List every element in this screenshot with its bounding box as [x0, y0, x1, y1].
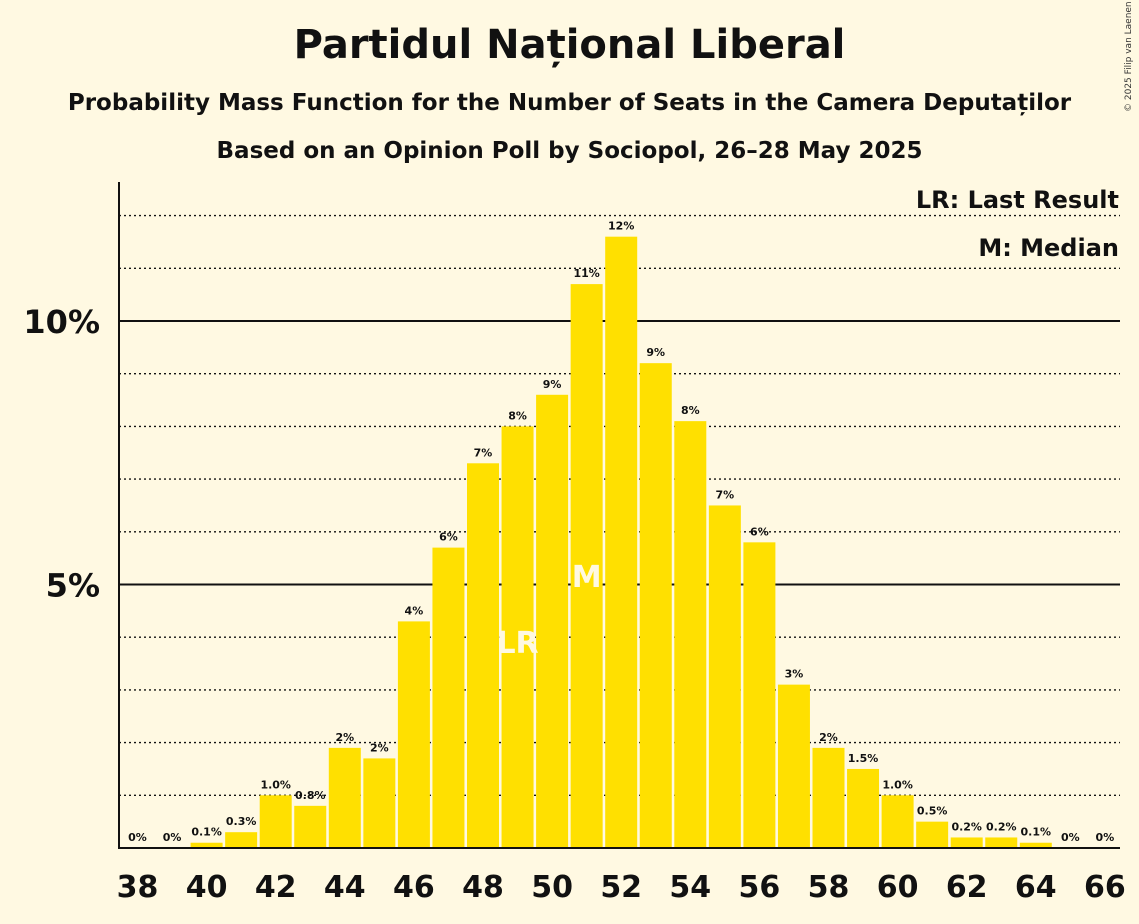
data-label: 3%	[785, 668, 804, 681]
data-label: 0.1%	[191, 826, 222, 839]
bar-seat-64	[1019, 842, 1052, 848]
bar-seat-56	[743, 542, 776, 848]
chart-title: Partidul Național Liberal	[293, 22, 846, 68]
data-label: 0%	[163, 831, 182, 844]
axes	[118, 182, 1120, 849]
x-tick-label: 56	[739, 870, 781, 905]
bar-seat-44	[328, 747, 361, 848]
data-label: 9%	[543, 378, 562, 391]
data-label: 2%	[335, 731, 354, 744]
x-tick-label: 60	[877, 870, 919, 905]
x-tick-label: 54	[669, 870, 711, 905]
bar-seat-57	[777, 684, 810, 848]
data-label: 12%	[608, 220, 634, 233]
markers: LR M	[496, 560, 601, 661]
bar-seat-52	[605, 236, 638, 848]
data-label: 0.2%	[951, 820, 982, 833]
bar-seat-43	[294, 805, 327, 848]
last-result-marker: LR	[496, 626, 538, 661]
bars	[190, 236, 1052, 848]
bar-seat-61	[916, 821, 949, 848]
bar-seat-49	[501, 426, 534, 848]
bar-seat-53	[639, 363, 672, 848]
bar-seat-40	[190, 842, 223, 848]
bar-seat-51	[570, 284, 603, 848]
data-label: 0.2%	[986, 820, 1017, 833]
y-tick-label: 5%	[46, 567, 100, 605]
bar-seat-42	[259, 795, 292, 848]
data-label: 11%	[573, 267, 599, 280]
bar-seat-63	[985, 837, 1018, 848]
x-tick-label: 52	[600, 870, 642, 905]
legend-median: M: Median	[978, 234, 1119, 262]
data-label: 4%	[405, 604, 424, 617]
x-tick-label: 66	[1084, 870, 1126, 905]
bar-seat-45	[363, 758, 396, 848]
data-label: 0%	[128, 831, 147, 844]
bar-seat-41	[225, 832, 258, 848]
chart-subtitle-poll: Based on an Opinion Poll by Sociopol, 26…	[216, 138, 923, 164]
data-label: 8%	[508, 409, 527, 422]
data-label: 1.5%	[848, 752, 879, 765]
data-label: 0%	[1061, 831, 1080, 844]
data-label: 2%	[819, 731, 838, 744]
bar-seat-47	[432, 547, 465, 848]
bar-seat-59	[847, 768, 880, 848]
data-label: 0.8%	[295, 789, 326, 802]
data-label: 0.5%	[917, 805, 948, 818]
x-tick-label: 64	[1015, 870, 1057, 905]
data-label: 2%	[370, 741, 389, 754]
data-label: 1.0%	[260, 778, 291, 791]
x-tick-label: 62	[946, 870, 988, 905]
bar-seat-50	[536, 394, 569, 848]
chart-subtitle: Probability Mass Function for the Number…	[67, 90, 1072, 116]
legend-last-result: LR: Last Result	[915, 186, 1119, 214]
bar-seat-58	[812, 747, 845, 848]
data-label: 7%	[474, 446, 493, 459]
bar-seat-54	[674, 421, 707, 848]
data-label: 1.0%	[882, 778, 913, 791]
bar-seat-60	[881, 795, 914, 848]
x-tick-label: 38	[117, 870, 159, 905]
x-tick-label: 44	[324, 870, 366, 905]
y-tick-labels: 5% 10%	[23, 303, 100, 605]
data-label: 0.3%	[226, 815, 257, 828]
data-label: 9%	[646, 346, 665, 359]
data-labels: 0% 0% 0.1% 0.3% 1.0% 0.8% 2% 2% 4% 6% 7% 8% 9% 11% 12%…	[128, 220, 1114, 844]
data-label: 7%	[716, 488, 735, 501]
bar-seat-46	[397, 621, 430, 848]
data-label: 8%	[681, 404, 700, 417]
bar-seat-48	[467, 463, 499, 848]
bar-seat-62	[950, 837, 983, 848]
x-tick-label: 40	[186, 870, 228, 905]
x-tick-label: 46	[393, 870, 435, 905]
median-marker: M	[572, 560, 602, 595]
x-tick-label: 42	[255, 870, 297, 905]
data-label: 0.1%	[1021, 826, 1052, 839]
data-label: 0%	[1096, 831, 1115, 844]
y-tick-label: 10%	[23, 303, 100, 341]
x-tick-label: 50	[531, 870, 573, 905]
data-label: 6%	[439, 531, 458, 544]
data-label: 6%	[750, 525, 769, 538]
bar-seat-55	[708, 505, 741, 848]
x-tick-labels: 38 40 42 44 46 48 50 52 54 56 58 60 62 64 66	[117, 870, 1126, 905]
x-tick-label: 58	[808, 870, 850, 905]
x-tick-label: 48	[462, 870, 504, 905]
